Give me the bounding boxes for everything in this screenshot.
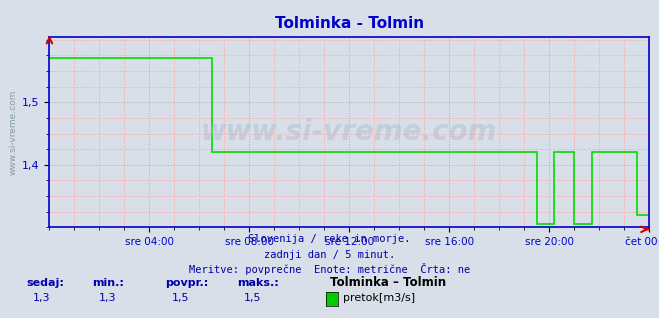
Text: 1,5: 1,5 [244,293,262,302]
Text: www.si-vreme.com: www.si-vreme.com [201,118,498,146]
Text: povpr.:: povpr.: [165,278,208,288]
Text: 1,5: 1,5 [171,293,189,302]
Text: maks.:: maks.: [237,278,279,288]
Title: Tolminka - Tolmin: Tolminka - Tolmin [275,16,424,31]
Text: pretok[m3/s]: pretok[m3/s] [343,293,415,302]
Text: sedaj:: sedaj: [26,278,64,288]
Text: zadnji dan / 5 minut.: zadnji dan / 5 minut. [264,250,395,259]
Y-axis label: www.si-vreme.com: www.si-vreme.com [9,89,18,175]
Text: min.:: min.: [92,278,124,288]
Text: 1,3: 1,3 [99,293,117,302]
Text: Meritve: povprečne  Enote: metrične  Črta: ne: Meritve: povprečne Enote: metrične Črta:… [189,264,470,275]
Text: 1,3: 1,3 [33,293,51,302]
Text: Slovenija / reke in morje.: Slovenija / reke in morje. [248,234,411,244]
Text: Tolminka – Tolmin: Tolminka – Tolmin [330,276,445,289]
